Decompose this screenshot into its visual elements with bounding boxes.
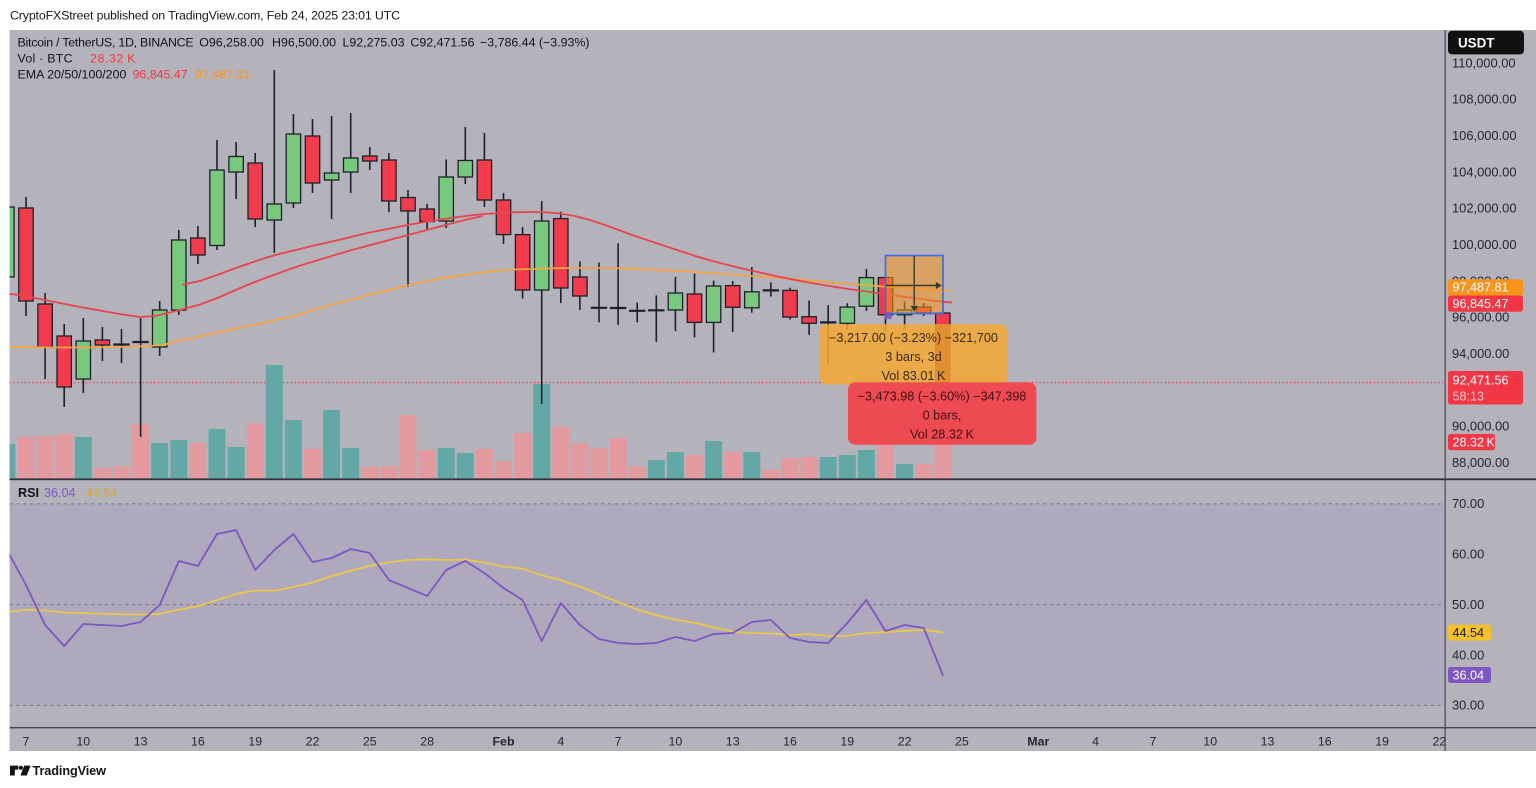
svg-text:88,000.00: 88,000.00 xyxy=(1452,455,1509,470)
svg-text:97,487.81: 97,487.81 xyxy=(1453,281,1509,295)
svg-text:97,487.81: 97,487.81 xyxy=(195,68,250,82)
svg-text:13: 13 xyxy=(1261,735,1275,749)
svg-text:90,000.00: 90,000.00 xyxy=(1452,419,1509,434)
svg-text:13: 13 xyxy=(726,735,740,749)
svg-text:36.04: 36.04 xyxy=(1453,668,1485,682)
svg-text:CryptoFXStreet published on Tr: CryptoFXStreet published on TradingView.… xyxy=(10,9,400,23)
svg-text:58:13: 58:13 xyxy=(1453,389,1485,403)
svg-text:7: 7 xyxy=(615,735,622,749)
svg-text:30.00: 30.00 xyxy=(1452,698,1484,713)
svg-text:25: 25 xyxy=(363,735,377,749)
svg-text:44.54: 44.54 xyxy=(86,486,118,500)
svg-text:44.54: 44.54 xyxy=(1453,626,1485,640)
svg-text:19: 19 xyxy=(248,735,262,749)
svg-text:3 bars, 3d: 3 bars, 3d xyxy=(885,350,941,364)
svg-text:0 bars,: 0 bars, xyxy=(923,409,962,423)
svg-text:50.00: 50.00 xyxy=(1452,597,1484,612)
svg-text:Vol 28.32 K: Vol 28.32 K xyxy=(910,428,974,442)
svg-text:104,000.00: 104,000.00 xyxy=(1452,164,1517,179)
svg-text:102,000.00: 102,000.00 xyxy=(1452,201,1517,216)
svg-text:22: 22 xyxy=(306,735,320,749)
svg-text:70.00: 70.00 xyxy=(1452,496,1484,511)
svg-text:108,000.00: 108,000.00 xyxy=(1452,92,1517,107)
svg-text:28: 28 xyxy=(420,735,434,749)
svg-text:28.32 K: 28.32 K xyxy=(1453,435,1496,449)
svg-text:25: 25 xyxy=(955,735,969,749)
svg-text:16: 16 xyxy=(1318,735,1332,749)
svg-text:10: 10 xyxy=(669,735,683,749)
svg-text:TradingView: TradingView xyxy=(33,764,107,778)
svg-text:C92,471.56: C92,471.56 xyxy=(410,36,474,50)
svg-text:10: 10 xyxy=(76,735,90,749)
svg-text:19: 19 xyxy=(1375,735,1389,749)
svg-text:−3,786.44 (−3.93%): −3,786.44 (−3.93%) xyxy=(480,36,590,50)
svg-text:22: 22 xyxy=(898,735,912,749)
svg-text:96,000.00: 96,000.00 xyxy=(1452,310,1509,325)
svg-text:10: 10 xyxy=(1203,735,1217,749)
svg-text:Vol · BTC: Vol · BTC xyxy=(18,51,73,65)
svg-text:−3,473.98 (−3.60%) −347,398: −3,473.98 (−3.60%) −347,398 xyxy=(858,390,1027,404)
svg-text:96,845.47: 96,845.47 xyxy=(1453,297,1509,311)
svg-text:Feb: Feb xyxy=(492,735,514,749)
svg-text:4: 4 xyxy=(557,735,564,749)
svg-text:4: 4 xyxy=(1092,735,1099,749)
svg-text:Bitcoin / TetherUS, 1D, BINANC: Bitcoin / TetherUS, 1D, BINANCE xyxy=(18,36,194,50)
svg-text:16: 16 xyxy=(783,735,797,749)
svg-text:O96,258.00: O96,258.00 xyxy=(199,36,264,50)
svg-text:92,471.56: 92,471.56 xyxy=(1453,373,1509,387)
svg-text:100,000.00: 100,000.00 xyxy=(1452,237,1517,252)
svg-text:RSI: RSI xyxy=(18,486,39,500)
svg-text:94,000.00: 94,000.00 xyxy=(1452,346,1509,361)
svg-text:7: 7 xyxy=(1149,735,1156,749)
svg-text:19: 19 xyxy=(840,735,854,749)
svg-text:106,000.00: 106,000.00 xyxy=(1452,128,1517,143)
svg-text:96,845.47: 96,845.47 xyxy=(133,68,188,82)
svg-text:36.04: 36.04 xyxy=(44,486,76,500)
svg-text:7: 7 xyxy=(23,735,30,749)
svg-text:H96,500.00: H96,500.00 xyxy=(272,36,336,50)
svg-text:60.00: 60.00 xyxy=(1452,547,1484,562)
svg-text:28.32 K: 28.32 K xyxy=(90,51,136,65)
svg-text:22: 22 xyxy=(1433,735,1447,749)
svg-text:Mar: Mar xyxy=(1027,735,1049,749)
svg-text:13: 13 xyxy=(134,735,148,749)
svg-text:16: 16 xyxy=(191,735,205,749)
svg-text:110,000.00: 110,000.00 xyxy=(1452,55,1516,70)
svg-text:40.00: 40.00 xyxy=(1452,647,1484,662)
svg-text:−3,217.00 (−3.23%) −321,700: −3,217.00 (−3.23%) −321,700 xyxy=(829,331,998,345)
svg-text:EMA 20/50/100/200: EMA 20/50/100/200 xyxy=(18,68,127,82)
svg-text:Vol 83.01 K: Vol 83.01 K xyxy=(882,369,946,383)
svg-text:L92,275.03: L92,275.03 xyxy=(343,36,405,50)
svg-text:USDT: USDT xyxy=(1458,35,1495,50)
